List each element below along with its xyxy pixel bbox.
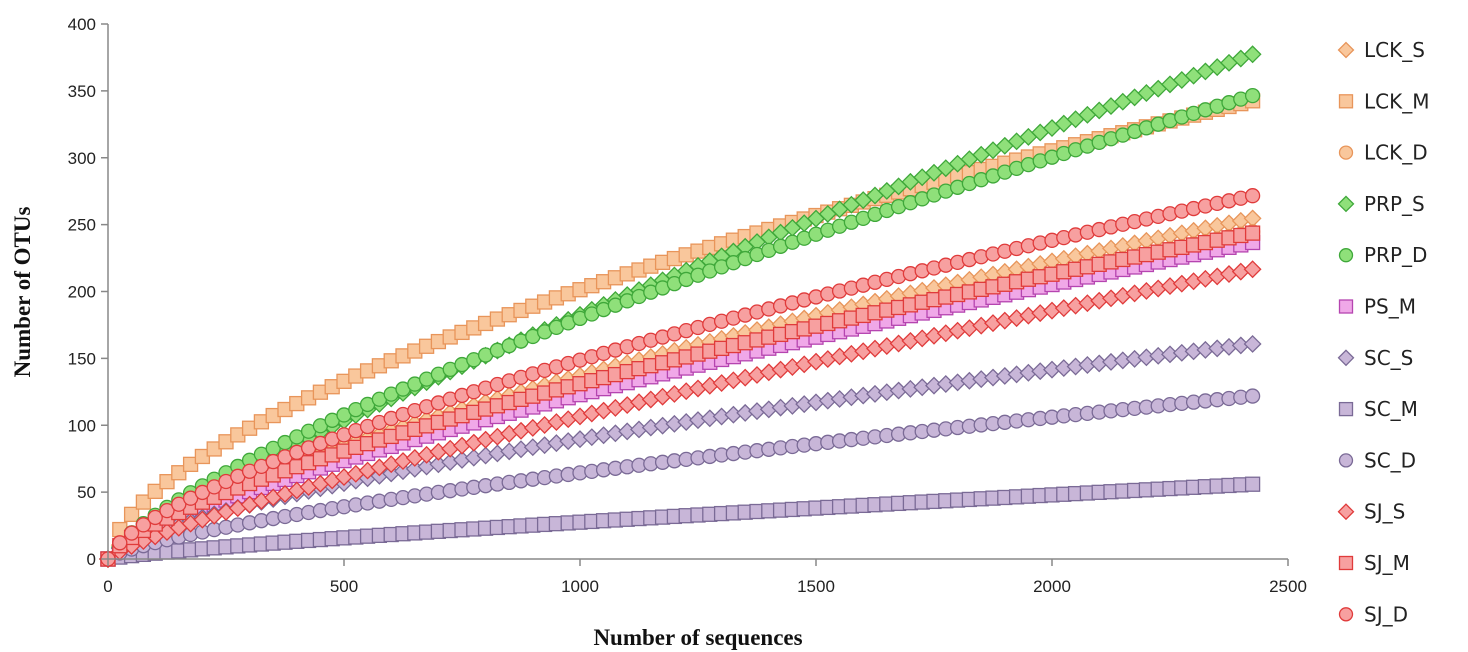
data-point [135,517,152,533]
legend-label: SC_M [1364,397,1418,421]
legend-label: PS_M [1364,295,1416,319]
legend-label: SC_S [1364,346,1413,370]
data-point [1244,188,1261,204]
data-point [182,456,199,473]
x-tick-label: 500 [330,577,358,596]
legend-label: LCK_D [1364,141,1428,165]
axes: 0 50 100 150 200 250 300 350 400 0 500 1000 1500 200… [68,15,1307,596]
legend-label: SC_D [1364,448,1416,472]
y-axis-title: Number of OTUs [10,207,35,378]
legend-item: SJ_S [1337,500,1405,524]
data-point [147,509,163,526]
y-tick-label: 150 [68,349,96,368]
legend-item: SJ_D [1338,602,1408,626]
legend-marker [1338,299,1354,314]
legend-marker [1337,41,1355,59]
x-tick-label: 0 [103,577,112,596]
y-tick-label: 200 [68,283,96,302]
legend-item: SJ_M [1338,551,1410,575]
legend-label: SJ_M [1364,551,1410,575]
data-point [1243,334,1262,353]
legend-label: SJ_D [1364,602,1408,626]
legend-label: LCK_S [1364,38,1425,62]
series-prp-d [100,87,1261,567]
data-point [1243,45,1262,64]
y-tick-label: 350 [68,82,96,101]
x-tick-label: 1500 [797,577,835,596]
legend-label: PRP_S [1364,192,1425,216]
data-point [171,465,187,481]
data-point [1243,209,1262,228]
series-sc-d [100,388,1261,567]
data-point [147,483,163,500]
legend-item: SC_S [1337,346,1413,370]
legend: LCK_S LCK_M LCK_D PRP_S PRP_D PS_M SC_S SC_M SC_… [1337,38,1429,626]
legend-item: LCK_D [1338,141,1428,165]
series-sc-m [100,476,1261,567]
x-tick-label: 1000 [561,577,599,596]
x-axis-ticks: 0 500 1000 1500 2000 2500 [103,559,1307,596]
x-axis-title: Number of sequences [593,625,802,650]
legend-marker [1337,349,1355,367]
legend-item: SC_D [1338,448,1416,472]
legend-marker [1338,248,1354,263]
legend-marker [1337,195,1355,213]
legend-marker [1338,94,1354,109]
legend-marker [1337,503,1355,521]
legend-item: LCK_S [1337,38,1425,62]
legend-label: PRP_D [1364,243,1427,267]
y-tick-label: 50 [77,483,96,502]
legend-marker [1338,401,1354,417]
series-sj-d [100,188,1261,567]
data-point [606,398,625,417]
legend-item: LCK_M [1338,89,1429,113]
data-point [1244,476,1261,492]
legend-marker [1338,145,1354,160]
data-point [1244,87,1261,104]
x-tick-label: 2000 [1033,577,1071,596]
legend-marker [1338,607,1354,622]
data-point [1244,388,1261,404]
legend-item: PRP_S [1337,192,1425,216]
data-point [135,494,152,510]
plot-area [99,45,1262,568]
legend-item: PS_M [1338,295,1416,319]
series-sj-s [99,260,1262,568]
data-point [1244,225,1261,241]
data-point [1243,260,1262,279]
y-axis-ticks: 0 50 100 150 200 250 300 350 400 [68,15,108,569]
data-point [159,502,175,519]
legend-label: SJ_S [1364,500,1405,524]
legend-item: PRP_D [1338,243,1427,267]
y-tick-label: 0 [87,550,96,569]
data-point [171,496,187,512]
y-tick-label: 100 [68,416,96,435]
legend-marker [1338,555,1354,571]
y-tick-label: 250 [68,216,96,235]
x-tick-label: 2500 [1269,577,1307,596]
y-tick-label: 400 [68,15,96,34]
data-point [123,506,140,523]
y-tick-label: 300 [68,149,96,168]
data-point [112,535,128,551]
legend-marker [1338,453,1354,468]
data-point [123,525,140,541]
data-point [159,474,175,490]
legend-label: LCK_M [1364,89,1429,113]
legend-item: SC_M [1338,397,1418,421]
